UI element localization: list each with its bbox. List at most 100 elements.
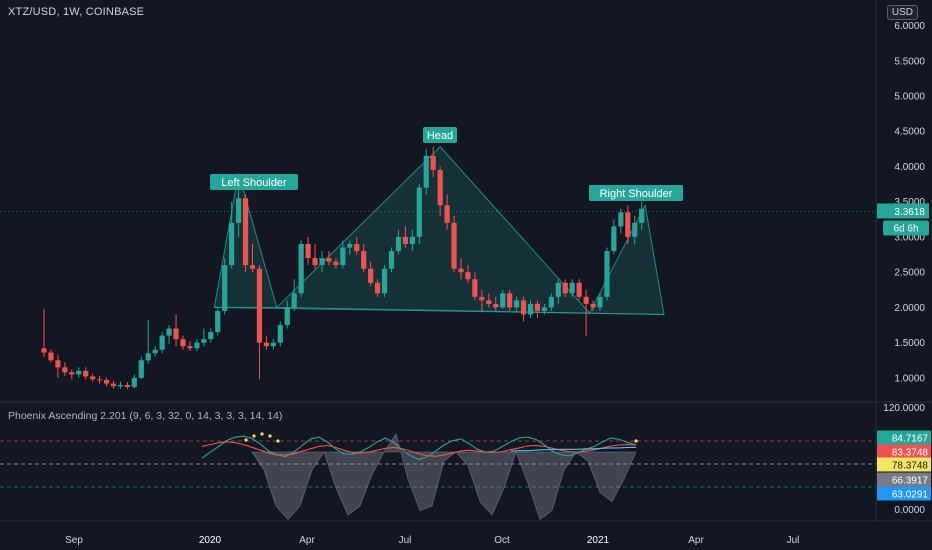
candle-body [41,348,47,353]
price-tag-bg [877,203,929,219]
candle-body [354,244,360,252]
candle-body [97,379,103,381]
candle-body [180,339,186,347]
price-tick-label: 5.5000 [894,56,925,67]
candle-body [340,247,346,266]
candle-body [90,376,96,380]
candle-body [305,244,311,259]
indicator-level-tag-bg [877,472,931,487]
time-tick-label: Apr [299,535,315,546]
indicator-tick-label: 0.0000 [894,505,925,516]
indicator-signal-dot [244,438,248,442]
candle-body [291,293,297,308]
currency-selector[interactable]: USD [886,5,918,20]
indicator-series-line [510,446,636,452]
candle-body [368,268,374,283]
candle-body [208,332,214,340]
candle-body [423,155,429,188]
candle-body [402,236,408,244]
candle-body [569,282,575,294]
candle-body [152,349,158,354]
symbol-title[interactable]: XTZ/USD, 1W, COINBASE [8,6,145,18]
right-shoulder-label: Right Shoulder [600,188,673,200]
candle-body [69,372,75,375]
candle-body [236,198,242,223]
indicator-signal-dot [634,439,638,443]
candle-body [527,303,534,315]
time-tick-label: Sep [65,535,83,546]
time-tick-label: Apr [688,535,704,546]
candle-body [625,212,631,237]
candle-body [562,282,568,294]
candle-body [347,244,353,248]
indicator-level-tag-bg [877,457,931,472]
candle-body [110,383,117,387]
candle-body [486,300,492,304]
candle-body [430,155,436,170]
candle-body [472,279,478,297]
price-tick-label: 4.0000 [894,162,925,173]
candle-body [618,212,624,227]
candle-body [409,236,415,244]
time-tick-label: 2021 [587,535,610,546]
candle-body [48,352,54,361]
candle-body [173,328,179,340]
last-price-label: 3.3618 [894,207,925,218]
price-tick-label: 2.0000 [894,303,925,314]
candle-body [514,300,520,308]
price-tick-label: 6.0000 [894,21,925,32]
candle-body [493,303,499,308]
candle-body [611,226,617,252]
candle-body [201,339,207,343]
indicator-series-line [201,441,637,457]
head-triangle [275,146,591,314]
candle-body [632,222,638,237]
candle-body [229,222,235,266]
candle-body [194,342,200,349]
candle-body [284,307,290,326]
candle-body [312,258,318,266]
candle-body [444,205,450,223]
candle-body [83,370,89,377]
indicator-level-label: 83.3748 [892,448,929,459]
candle-body [263,342,269,347]
price-tick-label: 1.0000 [894,373,925,384]
candle-body [131,377,137,388]
candle-body [375,282,381,294]
indicator-level-tag-bg [877,430,931,445]
candle-body [319,258,325,266]
time-tick-label: 2020 [199,535,222,546]
indicator-title[interactable]: Phoenix Ascending 2.201 (9, 6, 3, 32, 0,… [8,410,283,422]
candle-body [576,282,582,297]
candle-body [548,296,554,308]
candle-body [277,325,283,343]
candle-body [479,296,485,301]
candle-body [138,360,144,378]
candle-body [520,300,527,315]
indicator-signal-dot [268,434,272,438]
indicator-signal-dot [252,434,256,438]
price-tick-label: 3.5000 [894,197,925,208]
indicator-signal-dot [260,432,264,436]
candle-body [62,367,68,373]
candle-body [465,272,471,280]
price-tick-label: 3.0000 [894,232,925,243]
price-tick-label: 2.5000 [894,268,925,279]
candle-body [103,380,110,384]
price-tick-label: 4.5000 [894,127,925,138]
candle-body [395,236,402,252]
candle-body [270,342,276,347]
candle-body [361,251,367,269]
indicator-area [251,433,637,521]
candle-body [381,268,388,294]
time-tick-label: Jul [399,535,412,546]
indicator-level-label: 66.3917 [892,476,929,487]
indicator-level-tag-bg [877,444,931,459]
candle-body [507,293,513,308]
candle-body [117,384,124,387]
candle-body [124,384,130,388]
time-tick-label: Oct [494,535,510,546]
candle-body [458,268,464,273]
candle-body [249,265,256,269]
